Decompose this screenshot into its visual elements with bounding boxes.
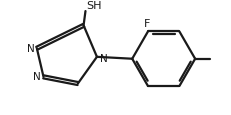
Text: SH: SH bbox=[86, 1, 101, 11]
Text: N: N bbox=[27, 44, 35, 54]
Text: N: N bbox=[33, 71, 40, 81]
Text: F: F bbox=[143, 19, 149, 28]
Text: N: N bbox=[99, 53, 107, 63]
